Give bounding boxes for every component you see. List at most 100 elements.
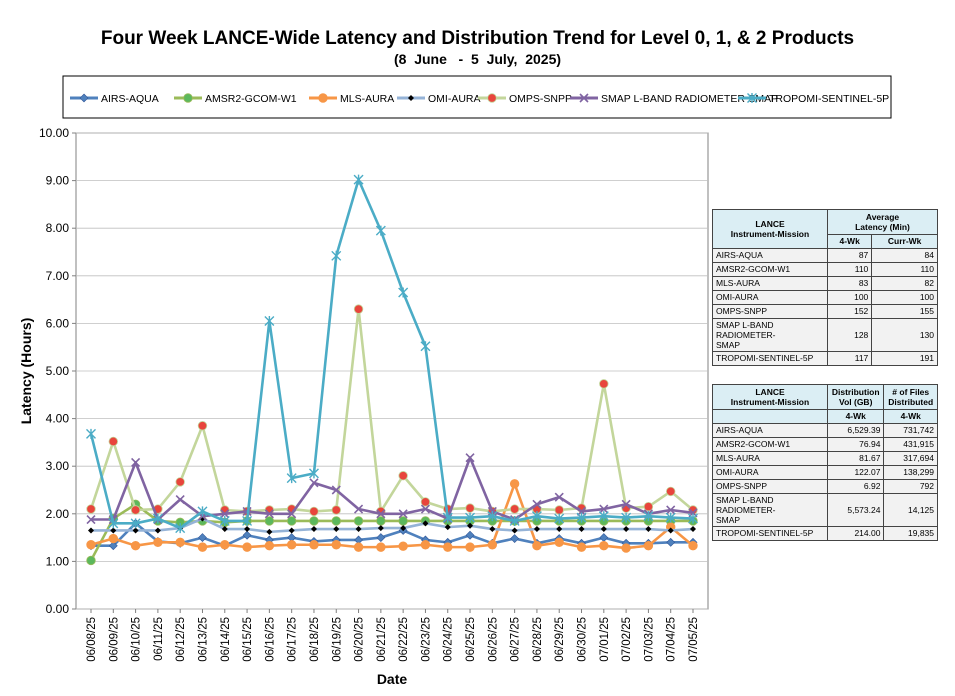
data-point xyxy=(286,540,297,550)
cell-instrument: SMAP L-BAND RADIOMETER- SMAP xyxy=(712,318,828,352)
data-point xyxy=(576,542,587,552)
cell-instrument: TROPOMI-SENTINEL-5P xyxy=(712,351,828,366)
data-point xyxy=(183,93,193,103)
cell-distribution-vol: 214.00 xyxy=(826,526,885,541)
data-point xyxy=(420,497,431,507)
table-row: AIRS-AQUA 87 84 xyxy=(712,248,938,263)
data-point xyxy=(220,540,230,550)
x-axis-label: Date xyxy=(377,671,408,687)
series-omi-aura xyxy=(88,515,696,535)
data-point xyxy=(621,499,631,509)
x-tick-label: 06/20/25 xyxy=(354,617,366,662)
x-tick-label: 06/08/25 xyxy=(86,617,98,662)
data-point xyxy=(623,526,630,533)
legend-item: OMPS-SNPP xyxy=(478,93,572,105)
x-tick-label: 06/25/25 xyxy=(465,617,477,662)
cell-instrument: MLS-AURA xyxy=(712,451,828,466)
y-tick-label: 8.00 xyxy=(46,221,70,235)
cell-files-distributed: 731,742 xyxy=(883,423,938,438)
data-point xyxy=(355,526,362,533)
legend-label: MLS-AURA xyxy=(340,93,394,105)
series-tropomi-sentinel-5p xyxy=(86,174,698,534)
y-tick-label: 3.00 xyxy=(46,459,70,473)
data-point xyxy=(465,453,475,463)
data-point xyxy=(621,543,631,553)
data-point xyxy=(353,516,364,526)
data-point xyxy=(442,512,453,523)
data-point xyxy=(318,93,328,103)
header-curr-wk: Curr-Wk xyxy=(871,234,938,249)
x-tick-label: 06/09/25 xyxy=(108,617,120,662)
data-point xyxy=(621,512,632,523)
data-point xyxy=(152,513,163,524)
data-point xyxy=(398,541,408,551)
x-tick-label: 06/22/25 xyxy=(398,617,410,662)
data-point xyxy=(420,504,431,514)
data-point xyxy=(79,93,89,103)
y-tick-label: 10.00 xyxy=(39,126,69,140)
data-point xyxy=(86,428,96,439)
latency-table: LANCE Instrument-Mission Average Latency … xyxy=(712,209,938,366)
header-instrument-mission: LANCE Instrument-Mission xyxy=(712,384,828,410)
x-tick-label: 06/15/25 xyxy=(242,617,254,662)
data-point xyxy=(599,533,609,543)
data-point xyxy=(443,542,453,552)
data-point xyxy=(353,504,364,514)
data-point xyxy=(509,479,520,489)
table-row: AIRS-AQUA 6,529.39 731,742 xyxy=(712,423,938,438)
cell-4wk-latency: 83 xyxy=(826,276,873,291)
data-point xyxy=(132,527,139,534)
cell-curr-latency: 84 xyxy=(871,248,938,263)
legend-label: TROPOMI-SENTINEL-5P xyxy=(769,93,889,105)
legend-item: AMSR2-GCOM-W1 xyxy=(174,93,297,105)
data-point xyxy=(154,527,161,534)
table-row: OMI-AURA 122.07 138,299 xyxy=(712,465,938,480)
cell-files-distributed: 792 xyxy=(883,479,938,494)
data-point xyxy=(531,511,542,522)
data-point xyxy=(554,513,565,524)
data-point xyxy=(331,540,341,550)
data-point xyxy=(309,540,319,550)
data-point xyxy=(465,530,475,540)
x-tick-label: 06/26/25 xyxy=(487,617,499,662)
data-point xyxy=(600,526,607,533)
data-point xyxy=(86,504,96,514)
cell-curr-latency: 191 xyxy=(871,351,938,366)
data-point xyxy=(511,527,518,534)
data-point xyxy=(197,421,208,431)
x-tick-label: 06/17/25 xyxy=(287,617,299,662)
data-point xyxy=(197,542,208,552)
data-point xyxy=(288,527,295,534)
data-point xyxy=(398,509,408,519)
data-point xyxy=(554,537,564,548)
data-point xyxy=(130,540,141,551)
y-axis-label: Latency (Hours) xyxy=(18,318,34,425)
header-files-4wk: 4-Wk xyxy=(883,409,938,424)
data-point xyxy=(110,527,117,534)
legend-item: AIRS-AQUA xyxy=(70,93,159,105)
data-point xyxy=(666,486,676,497)
cell-curr-latency: 82 xyxy=(871,276,938,291)
data-point xyxy=(376,533,386,543)
x-tick-label: 06/24/25 xyxy=(443,617,455,662)
data-point xyxy=(422,520,429,527)
data-point xyxy=(420,341,431,352)
legend-item: MLS-AURA xyxy=(309,93,394,105)
data-point xyxy=(264,540,275,551)
y-tick-label: 0.00 xyxy=(46,602,70,616)
table-row: TROPOMI-SENTINEL-5P 117 191 xyxy=(712,351,938,366)
data-point xyxy=(377,525,384,532)
data-point xyxy=(533,526,540,533)
cell-files-distributed: 317,694 xyxy=(883,451,938,466)
data-point xyxy=(667,527,674,534)
data-point xyxy=(599,504,609,514)
table-row: OMPS-SNPP 152 155 xyxy=(712,304,938,319)
x-tick-label: 06/29/25 xyxy=(554,617,566,662)
data-point xyxy=(130,505,141,515)
cell-curr-latency: 130 xyxy=(871,318,938,352)
table-row: SMAP L-BAND RADIOMETER- SMAP 128 130 xyxy=(712,318,938,352)
series-line xyxy=(89,502,693,562)
data-point xyxy=(108,541,118,551)
cell-files-distributed: 138,299 xyxy=(883,465,938,480)
